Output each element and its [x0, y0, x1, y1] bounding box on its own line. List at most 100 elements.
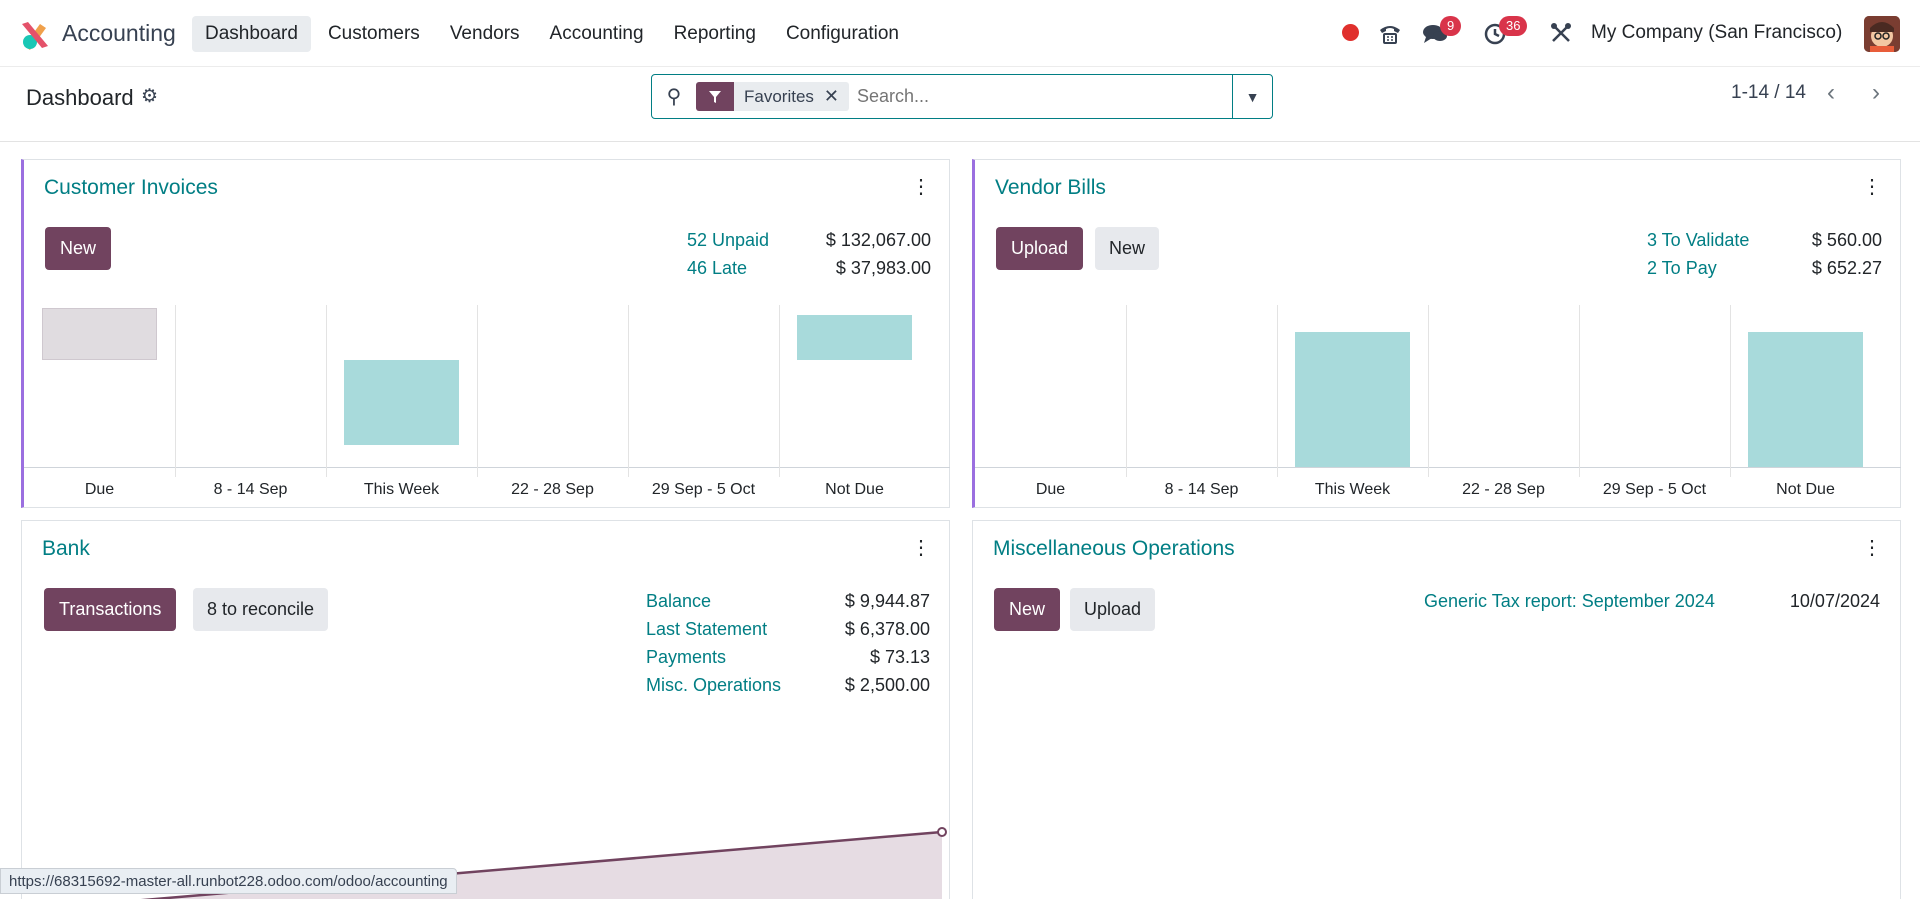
misc-operations-card: Miscellaneous Operations ⋮ New Upload Ge… [972, 520, 1901, 899]
bank-title[interactable]: Bank [42, 537, 90, 560]
kebab-menu-icon[interactable]: ⋮ [1862, 176, 1882, 198]
chart-gridline [628, 305, 629, 477]
stat-row[interactable]: Last Statement $ 6,378.00 [646, 619, 930, 640]
tax-report-link[interactable]: Generic Tax report: September 2024 [1424, 591, 1715, 611]
app-name[interactable]: Accounting [62, 20, 176, 46]
main-menu: Dashboard Customers Vendors Accounting R… [192, 16, 912, 52]
chevron-down-icon[interactable]: ▼ [1232, 75, 1272, 118]
chevron-left-icon[interactable]: ‹ [1827, 79, 1835, 106]
company-switcher[interactable]: My Company (San Francisco) [1591, 22, 1843, 43]
bills-bar-chart[interactable]: Due 8 - 14 Sep This Week 22 - 28 Sep 29 Sep … [975, 305, 1901, 500]
chart-baseline [975, 467, 1901, 468]
stat-row[interactable]: 52 Unpaid $ 132,067.00 [687, 230, 931, 251]
close-icon[interactable]: ✕ [823, 86, 840, 106]
stat-label[interactable]: 3 To Validate [1647, 230, 1750, 250]
customer-invoices-card: Customer Invoices ⋮ New 52 Unpaid $ 132,… [21, 159, 950, 508]
chart-gridline [1126, 305, 1127, 477]
nav-reporting[interactable]: Reporting [673, 23, 756, 44]
nav-configuration[interactable]: Configuration [785, 23, 899, 44]
chart-bar[interactable] [42, 308, 157, 360]
stat-value: $ 37,983.00 [835, 258, 931, 278]
debug-tools-icon[interactable] [1550, 22, 1572, 44]
new-invoice-button[interactable]: New [45, 227, 112, 270]
page-title: Dashboard [26, 85, 134, 110]
stat-row[interactable]: Misc. Operations $ 2,500.00 [646, 675, 930, 696]
chart-bar[interactable] [1748, 332, 1863, 467]
filter-icon [696, 82, 734, 111]
stat-row[interactable]: 46 Late $ 37,983.00 [687, 258, 931, 279]
chart-gridline [1428, 305, 1429, 477]
chat-icon[interactable] [1422, 22, 1448, 46]
top-navbar: Accounting Dashboard Customers Vendors A… [0, 0, 1920, 67]
chart-gridline [1277, 305, 1278, 477]
stat-row[interactable]: Payments $ 73.13 [646, 647, 930, 668]
upload-button[interactable]: Upload [1070, 588, 1156, 631]
stat-value: $ 560.00 [1811, 230, 1882, 250]
chevron-right-icon[interactable]: › [1872, 79, 1880, 106]
favorites-facet[interactable]: Favorites ✕ [696, 82, 850, 111]
chart-x-label: 29 Sep - 5 Oct [1602, 481, 1707, 498]
search-input[interactable] [849, 76, 1232, 117]
chart-gridline [477, 305, 478, 477]
chart-x-label: 8 - 14 Sep [213, 481, 288, 498]
phone-icon[interactable] [1378, 22, 1402, 46]
transactions-button[interactable]: Transactions [44, 588, 177, 631]
stat-value: $ 73.13 [869, 647, 930, 667]
tax-report-date: 10/07/2024 [1789, 591, 1880, 611]
recording-indicator-icon[interactable] [1342, 24, 1359, 41]
chart-x-label: 8 - 14 Sep [1164, 481, 1239, 498]
chart-x-label: Not Due [1776, 481, 1835, 498]
kebab-menu-icon[interactable]: ⋮ [911, 176, 931, 198]
gear-icon[interactable]: ⚙ [141, 86, 159, 107]
misc-operations-title[interactable]: Miscellaneous Operations [993, 537, 1235, 560]
stat-value: $ 6,378.00 [844, 619, 930, 639]
stat-row[interactable]: 2 To Pay $ 652.27 [1647, 258, 1882, 279]
activities-badge: 36 [1499, 16, 1528, 36]
chart-x-label: This Week [1314, 481, 1391, 498]
stat-label[interactable]: Payments [646, 647, 727, 667]
chart-x-label: 22 - 28 Sep [511, 481, 594, 498]
chart-gridline [326, 305, 327, 477]
invoices-bar-chart[interactable]: Due 8 - 14 Sep This Week 22 - 28 Sep 29 Sep … [24, 305, 950, 500]
chart-bar[interactable] [1295, 332, 1410, 467]
chart-x-label: This Week [363, 481, 440, 498]
nav-dashboard[interactable]: Dashboard [192, 16, 311, 52]
stat-label[interactable]: 46 Late [687, 258, 748, 278]
new-entry-button[interactable]: New [994, 588, 1061, 631]
vendor-bills-card: Vendor Bills ⋮ Upload New 3 To Validate … [972, 159, 1901, 508]
stat-row[interactable]: 3 To Validate $ 560.00 [1647, 230, 1882, 251]
stat-label[interactable]: 2 To Pay [1647, 258, 1717, 278]
stat-value: $ 9,944.87 [844, 591, 930, 611]
search-icon[interactable]: ⚲ [666, 86, 682, 108]
customer-invoices-title[interactable]: Customer Invoices [44, 176, 218, 199]
chart-x-label: 22 - 28 Sep [1462, 481, 1545, 498]
chart-x-label: 29 Sep - 5 Oct [651, 481, 756, 498]
chart-x-label: Not Due [825, 481, 884, 498]
new-bill-button[interactable]: New [1095, 227, 1160, 270]
user-avatar[interactable] [1864, 16, 1900, 52]
chart-gridline [1730, 305, 1731, 477]
stat-label[interactable]: Balance [646, 591, 712, 611]
chart-bar[interactable] [797, 315, 912, 360]
stat-label[interactable]: 52 Unpaid [687, 230, 770, 250]
vendor-bills-title[interactable]: Vendor Bills [995, 176, 1106, 199]
messages-badge: 9 [1440, 16, 1462, 36]
stat-label[interactable]: Last Statement [646, 619, 768, 639]
chart-x-label: Due [84, 481, 115, 498]
upload-bill-button[interactable]: Upload [996, 227, 1084, 270]
nav-customers[interactable]: Customers [327, 23, 420, 44]
pager-value[interactable]: 1-14 / 14 [1731, 82, 1806, 103]
nav-accounting[interactable]: Accounting [549, 23, 644, 44]
nav-vendors[interactable]: Vendors [449, 23, 520, 44]
stat-row[interactable]: Balance $ 9,944.87 [646, 591, 930, 612]
chart-gridline [1579, 305, 1580, 477]
balance-point [937, 827, 947, 837]
accounting-app-icon[interactable] [20, 20, 50, 50]
kebab-menu-icon[interactable]: ⋮ [1862, 537, 1882, 559]
kebab-menu-icon[interactable]: ⋮ [911, 537, 931, 559]
stat-label[interactable]: Misc. Operations [646, 675, 782, 695]
search-bar: ⚲ Favorites ✕ ▼ [651, 74, 1273, 119]
chart-bar[interactable] [344, 360, 459, 445]
stat-value: $ 652.27 [1811, 258, 1882, 278]
reconcile-button[interactable]: 8 to reconcile [193, 588, 329, 631]
